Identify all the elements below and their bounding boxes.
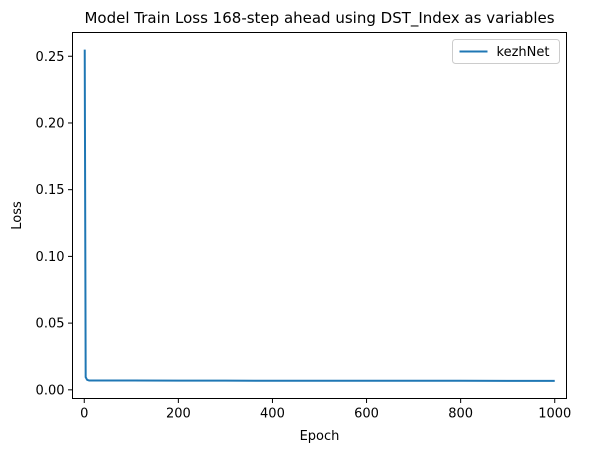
y-tick-label: 0.00 xyxy=(36,383,65,398)
series-line-0 xyxy=(83,49,555,382)
y-axis: 0.00 0.05 0.10 0.15 0.20 0.25 xyxy=(36,50,73,398)
x-tick-label: 400 xyxy=(260,407,285,422)
legend: kezhNet xyxy=(452,39,560,64)
x-tick-label: 200 xyxy=(166,407,191,422)
y-axis-label: Loss xyxy=(10,201,25,230)
y-tick-label: 0.05 xyxy=(36,317,65,332)
y-tick-label: 0.10 xyxy=(36,250,65,265)
legend-label: kezhNet xyxy=(497,45,550,60)
axes-frame xyxy=(72,32,567,399)
x-tick-label: 800 xyxy=(448,407,473,422)
plot-area xyxy=(72,32,567,399)
y-tick-label: 0.25 xyxy=(36,50,65,65)
chart-title: Model Train Loss 168-step ahead using DS… xyxy=(84,9,554,28)
x-tick-label: 600 xyxy=(354,407,379,422)
y-tick-label: 0.15 xyxy=(36,183,65,198)
legend-box xyxy=(452,39,560,64)
x-axis-label: Epoch xyxy=(300,429,340,444)
x-axis: 0 200 400 600 800 1000 xyxy=(80,398,571,422)
x-tick-label: 0 xyxy=(80,407,88,422)
y-tick-label: 0.20 xyxy=(36,116,65,131)
x-tick-label: 1000 xyxy=(538,407,571,422)
